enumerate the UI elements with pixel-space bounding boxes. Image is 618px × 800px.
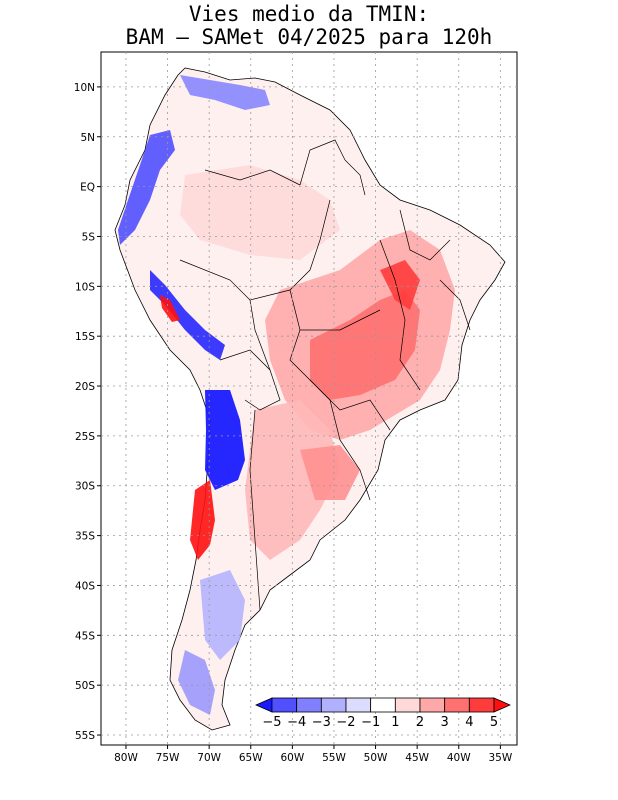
lon-tick-label: 45W xyxy=(405,752,429,764)
lon-tick-label: 40W xyxy=(447,752,471,764)
blue-region-patagonia-south xyxy=(178,650,215,715)
lon-tick-label: 60W xyxy=(280,752,304,764)
red-region-south xyxy=(300,445,360,500)
lat-tick-label: 10N xyxy=(74,82,95,94)
map-title-line2: BAM – SAMet 04/2025 para 120h xyxy=(125,25,493,49)
colorbar-label: −2 xyxy=(336,715,355,730)
colorbar-label: −1 xyxy=(361,715,380,730)
colorbar-label: 5 xyxy=(490,715,498,730)
colorbar-label: 2 xyxy=(416,715,424,730)
blue-region-andes-north xyxy=(118,130,175,245)
red-region-chile-central xyxy=(190,480,215,560)
lat-tick-label: EQ xyxy=(80,182,95,194)
colorbar-swatch xyxy=(370,697,396,713)
colorbar-label: 3 xyxy=(441,715,449,730)
lon-tick-label: 75W xyxy=(156,752,180,764)
red-region-east xyxy=(380,260,420,310)
colorbar-swatch xyxy=(271,697,298,713)
red-region-peru-coast xyxy=(160,295,180,322)
colorbar-swatch xyxy=(419,697,446,713)
lat-tick-label: 15S xyxy=(75,331,95,343)
latitude-labels: 10N 5N EQ 5S 10S 15S 20S 25S 30S 35S 40S 45S 50S 55S xyxy=(74,82,101,742)
lat-tick-label: 45S xyxy=(75,630,95,642)
lat-tick-label: 25S xyxy=(75,431,95,443)
colorbar-label: 4 xyxy=(465,715,473,730)
lat-tick-label: 40S xyxy=(75,580,95,592)
lat-tick-label: 55S xyxy=(75,730,95,742)
lat-tick-label: 10S xyxy=(75,281,95,293)
colorbar-label: −4 xyxy=(287,715,306,730)
lat-tick-label: 50S xyxy=(75,680,95,692)
colorbar-swatch xyxy=(394,697,421,713)
red-region-core xyxy=(310,290,420,400)
lon-tick-label: 35W xyxy=(488,752,512,764)
map-title-line1: Vies medio da TMIN: xyxy=(188,2,430,26)
lat-tick-label: 5N xyxy=(80,132,95,144)
colorbar-label: −3 xyxy=(312,715,331,730)
lon-tick-label: 80W xyxy=(114,752,138,764)
colorbar-swatch xyxy=(345,697,372,713)
longitude-labels: 80W 75W 70W 65W 60W 55W 50W 45W 40W 35W xyxy=(114,745,513,764)
blue-region-chile-north xyxy=(205,390,245,490)
lon-tick-label: 70W xyxy=(197,752,221,764)
colorbar-swatch xyxy=(320,697,347,713)
lat-tick-label: 20S xyxy=(75,381,95,393)
blue-region-patagonia xyxy=(200,570,245,660)
country-borders xyxy=(179,139,471,611)
lon-tick-label: 65W xyxy=(239,752,263,764)
colorbar-swatch xyxy=(444,697,470,713)
lat-tick-label: 5S xyxy=(82,231,96,243)
lat-tick-label: 35S xyxy=(75,531,95,543)
colorbar-swatch xyxy=(468,697,495,713)
lon-tick-label: 55W xyxy=(322,752,346,764)
graticule xyxy=(101,52,517,745)
colorbar: −5 −4 −3 −2 −1 1 2 3 4 5 xyxy=(255,697,511,730)
colorbar-label: 1 xyxy=(391,715,399,730)
colorbar-label: −5 xyxy=(262,715,281,730)
colorbar-arrow-right xyxy=(493,697,511,713)
blue-region-andes-peru xyxy=(150,270,225,360)
colorbar-swatch xyxy=(296,697,322,713)
blue-region-caribbean xyxy=(180,75,270,110)
lat-tick-label: 30S xyxy=(75,481,95,493)
lon-tick-label: 50W xyxy=(364,752,388,764)
